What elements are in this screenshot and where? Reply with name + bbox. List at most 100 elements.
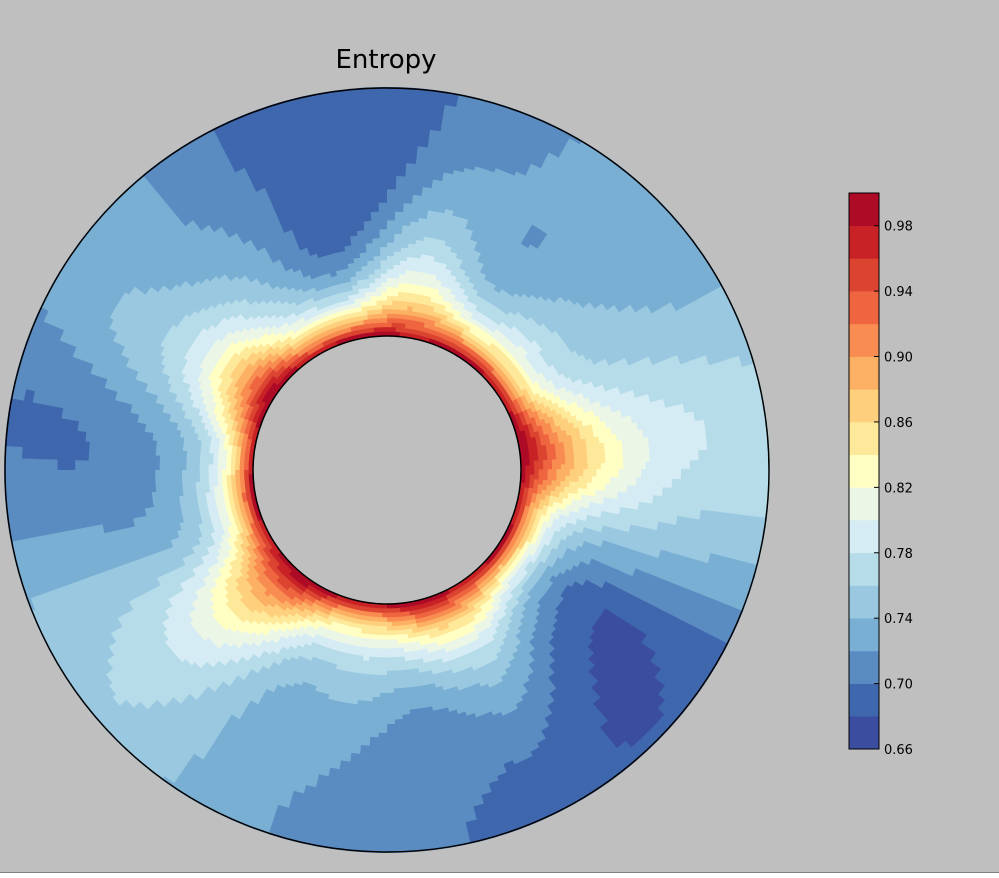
- contour-cell: [387, 630, 393, 636]
- contour-cell: [159, 462, 165, 471]
- contour-cell: [380, 666, 388, 672]
- contour-cell: [386, 331, 392, 337]
- contour-cell: [386, 290, 393, 297]
- contour-cell: [391, 608, 397, 614]
- contour-cell: [167, 470, 174, 478]
- contour-cell: [248, 478, 254, 484]
- contour-cell: [614, 469, 620, 478]
- contour-cell: [574, 469, 580, 476]
- contour-cell: [379, 692, 388, 698]
- contour-cell: [533, 455, 540, 461]
- contour-cell: [282, 362, 290, 370]
- contour-cell: [518, 443, 525, 449]
- contour-cell: [234, 460, 240, 466]
- contour-cell: [418, 321, 425, 328]
- contour-cell: [417, 325, 424, 332]
- contour-cell: [359, 328, 366, 335]
- contour-cell: [221, 464, 227, 471]
- contour-cell: [355, 605, 362, 612]
- contour-cell: [387, 657, 394, 663]
- contour-cell: [362, 318, 369, 325]
- contour-cell: [145, 462, 151, 471]
- contour-cell: [185, 463, 191, 471]
- contour-cell: [382, 612, 388, 618]
- contour-cell: [399, 322, 406, 329]
- contour-cell: [560, 469, 567, 476]
- contour-cell: [239, 470, 245, 476]
- contour-cell: [243, 470, 249, 476]
- contour-cell: [344, 611, 351, 618]
- contour-cell: [391, 308, 398, 315]
- contour-cell: [519, 482, 526, 488]
- contour-cell: [521, 499, 528, 506]
- contour-cell: [378, 224, 387, 230]
- contour-cell: [359, 610, 366, 617]
- contour-cell: [391, 603, 397, 609]
- contour-cell: [240, 442, 247, 449]
- contour-cell: [235, 488, 242, 495]
- contour-cell: [407, 332, 414, 339]
- contour-cell: [380, 683, 388, 690]
- contour-cell: [520, 460, 526, 466]
- contour-cell: [609, 469, 615, 478]
- contour-cell: [556, 469, 562, 476]
- contour-cell: [381, 308, 387, 314]
- contour-cell: [381, 657, 388, 663]
- contour-cell: [530, 436, 537, 443]
- contour-cell: [377, 331, 383, 337]
- contour-cell: [420, 330, 427, 338]
- contour-cell: [529, 469, 535, 475]
- contour-cell: [212, 464, 218, 471]
- contour-cell: [354, 609, 361, 616]
- contour-cell: [525, 473, 531, 479]
- contour-cell: [172, 463, 178, 471]
- contour-cell: [390, 326, 396, 332]
- contour-cell: [387, 701, 396, 707]
- contour-cell: [623, 461, 629, 470]
- contour-cell: [387, 697, 396, 703]
- contour-cell: [349, 325, 356, 332]
- contour-cell: [246, 434, 253, 441]
- contour-cell: [423, 322, 430, 329]
- contour-cell: [181, 470, 187, 478]
- contour-cell: [364, 606, 371, 613]
- contour-cell: [408, 328, 414, 334]
- contour-cell: [369, 607, 375, 613]
- contour-cell: [387, 661, 394, 667]
- contour-cell: [248, 470, 254, 475]
- contour-cell: [386, 242, 395, 248]
- contour-cell: [394, 331, 401, 337]
- contour-cell: [381, 299, 387, 305]
- contour-cell: [538, 469, 544, 475]
- contour-cell: [387, 608, 393, 614]
- contour-cell: [519, 486, 525, 492]
- contour-cell: [347, 602, 354, 610]
- contour-cell: [534, 474, 540, 480]
- contour-cell: [380, 679, 388, 685]
- contour-cell: [248, 474, 254, 480]
- contour-cell: [395, 322, 401, 328]
- contour-cell: [245, 443, 251, 449]
- contour-cell: [249, 448, 255, 454]
- contour-cell: [237, 497, 244, 504]
- contour-cell: [547, 464, 553, 470]
- contour-cell: [478, 570, 486, 578]
- contour-cell: [404, 606, 410, 613]
- contour-cell: [387, 612, 393, 618]
- contour-cell: [525, 460, 531, 466]
- contour-cell: [386, 264, 394, 270]
- contour-cell: [377, 326, 383, 332]
- contour-cell: [369, 602, 375, 609]
- contour-cell: [556, 463, 562, 470]
- contour-cell: [378, 228, 387, 234]
- contour-field: [4, 87, 770, 853]
- contour-cell: [528, 482, 535, 489]
- contour-cell: [387, 643, 394, 650]
- contour-cell: [390, 322, 397, 328]
- contour-cell: [386, 246, 394, 252]
- contour-cell: [520, 465, 526, 470]
- chart-title: Entropy: [335, 45, 436, 75]
- contour-cell: [235, 483, 241, 490]
- contour-cell: [163, 463, 169, 471]
- contour-cell: [235, 450, 241, 457]
